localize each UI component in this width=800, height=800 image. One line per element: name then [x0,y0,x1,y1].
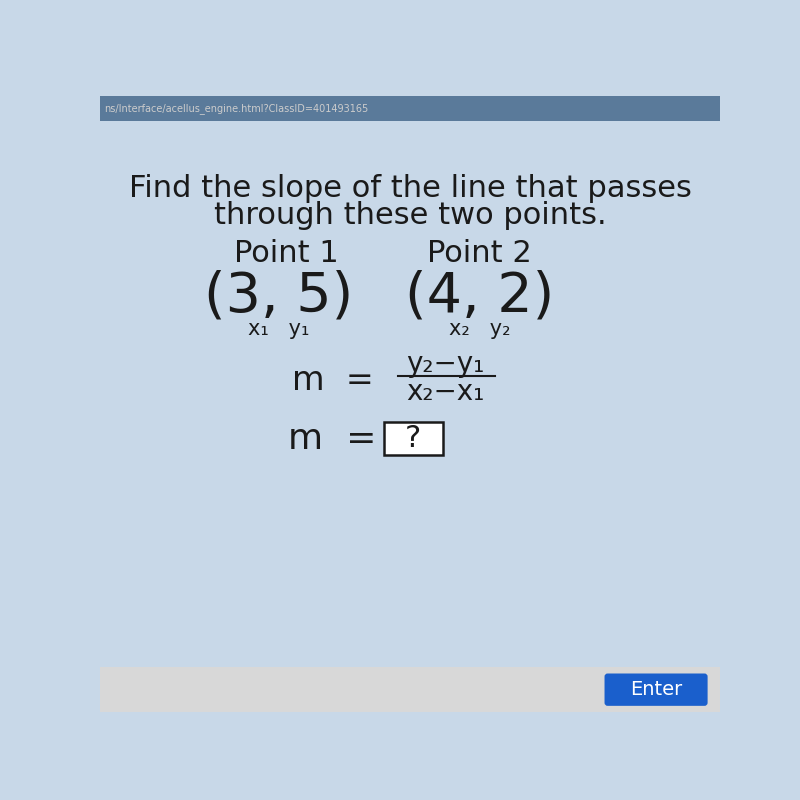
FancyBboxPatch shape [384,422,442,455]
Text: (3, 5): (3, 5) [204,269,353,323]
Text: x₂−x₁: x₂−x₁ [406,378,484,406]
Text: x₂   y₂: x₂ y₂ [449,318,510,338]
Text: through these two points.: through these two points. [214,201,606,230]
Text: y₂−y₁: y₂−y₁ [406,350,484,378]
Text: x₁   y₁: x₁ y₁ [247,318,309,338]
Text: Point 1: Point 1 [234,239,338,268]
Text: ns/Interface/acellus_engine.html?ClassID=401493165: ns/Interface/acellus_engine.html?ClassID… [104,103,368,114]
Text: m  =: m = [292,364,374,398]
Text: Point 2: Point 2 [427,239,532,268]
Text: Enter: Enter [630,680,682,699]
Bar [100,96,720,121]
FancyBboxPatch shape [605,674,708,706]
Text: (4, 2): (4, 2) [405,269,554,323]
Text: ?: ? [405,424,422,453]
Text: m  =: m = [288,422,377,456]
Text: Find the slope of the line that passes: Find the slope of the line that passes [129,174,691,203]
Bar [100,667,720,712]
